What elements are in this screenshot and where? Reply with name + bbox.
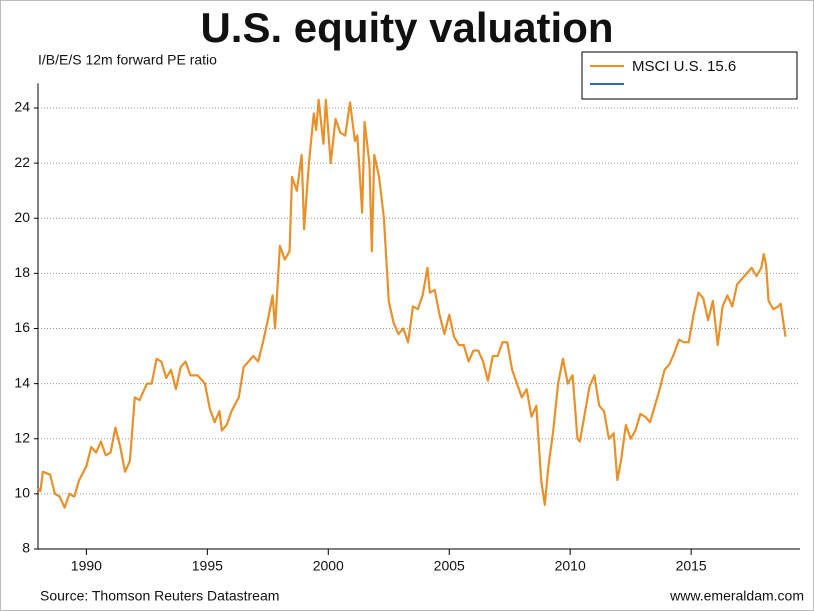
legend-label: MSCI U.S. 15.6 [632,58,736,75]
y-tick-label: 18 [14,264,30,280]
y-tick-label: 10 [14,485,30,501]
y-tick-label: 24 [14,99,30,115]
y-tick-label: 8 [22,540,30,556]
x-tick-label: 2005 [434,558,465,574]
y-tick-label: 22 [14,154,30,170]
y-tick-label: 16 [14,319,30,335]
source: Source: Thomson Reuters Datastream [40,588,279,604]
chart-title: U.S. equity valuation [200,4,613,51]
x-tick-label: 2010 [555,558,586,574]
series-line [37,98,787,509]
y-tick-label: 20 [14,209,30,225]
x-tick-label: 2000 [313,558,344,574]
website: www.emeraldam.com [669,588,804,604]
x-tick-label: 1995 [192,558,223,574]
subtitle: I/B/E/S 12m forward PE ratio [38,52,217,68]
legend-box [581,51,798,100]
x-tick-label: 1990 [71,558,102,574]
y-tick-label: 12 [14,429,30,445]
y-tick-label: 14 [14,374,30,390]
x-tick-label: 2015 [676,558,707,574]
